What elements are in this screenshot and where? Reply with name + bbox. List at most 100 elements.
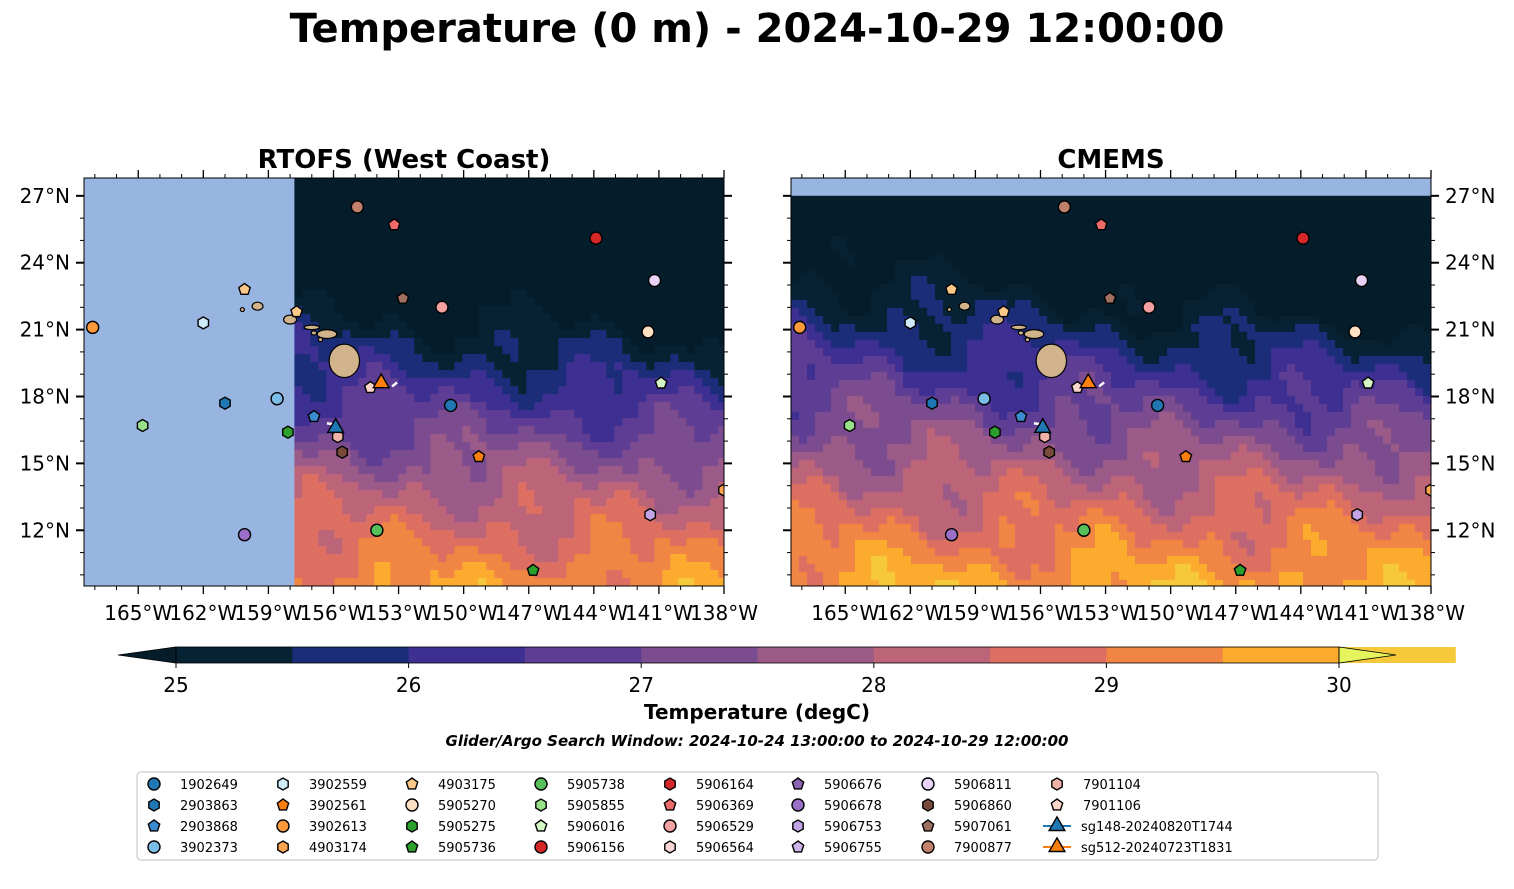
field-cell <box>1375 219 1384 229</box>
field-cell <box>927 211 936 221</box>
field-cell <box>991 355 1000 365</box>
field-cell <box>935 283 944 293</box>
field-cell <box>1271 315 1280 325</box>
field-cell <box>823 235 832 245</box>
field-cell <box>1015 331 1024 341</box>
field-cell <box>310 546 319 555</box>
field-cell <box>967 211 976 221</box>
field-cell <box>991 291 1000 301</box>
field-cell <box>1207 395 1216 405</box>
field-cell <box>670 482 679 491</box>
field-cell <box>1247 323 1256 333</box>
field-cell <box>1159 291 1168 301</box>
field-cell <box>710 466 719 475</box>
field-cell <box>582 242 591 251</box>
field-cell <box>686 298 695 307</box>
field-cell <box>606 234 615 243</box>
field-cell <box>694 274 703 283</box>
field-cell <box>686 394 695 403</box>
field-cell <box>1047 395 1056 405</box>
field-cell <box>1191 275 1200 285</box>
field-cell <box>294 298 303 307</box>
field-cell <box>686 514 695 523</box>
field-cell <box>294 506 303 515</box>
field-cell <box>911 387 920 397</box>
field-cell <box>702 498 711 507</box>
field-cell <box>622 354 631 363</box>
field-cell <box>1303 291 1312 301</box>
field-cell <box>903 395 912 405</box>
field-cell <box>831 291 840 301</box>
field-cell <box>574 346 583 355</box>
field-cell <box>326 186 335 195</box>
field-cell <box>558 402 567 411</box>
field-cell <box>566 442 575 451</box>
field-cell <box>422 330 431 339</box>
field-cell <box>1127 315 1136 325</box>
field-cell <box>710 490 719 499</box>
field-cell <box>1319 347 1328 357</box>
field-cell <box>911 299 920 309</box>
field-cell <box>350 282 359 291</box>
field-cell <box>710 410 719 419</box>
field-cell <box>1343 243 1352 253</box>
field-cell <box>326 450 335 459</box>
field-cell <box>670 554 679 563</box>
field-cell <box>574 202 583 211</box>
field-cell <box>542 266 551 275</box>
field-cell <box>318 290 327 299</box>
field-cell <box>390 490 399 499</box>
field-cell <box>1399 219 1408 229</box>
field-cell <box>654 258 663 267</box>
field-cell <box>614 522 623 531</box>
field-cell <box>406 210 415 219</box>
field-cell <box>558 410 567 419</box>
field-cell <box>1159 299 1168 309</box>
field-cell <box>598 362 607 371</box>
field-cell <box>718 330 724 339</box>
field-cell <box>943 379 952 389</box>
field-cell <box>799 211 808 221</box>
field-cell <box>1343 195 1352 205</box>
field-cell <box>1191 379 1200 389</box>
field-cell <box>967 395 976 405</box>
field-cell <box>630 578 639 586</box>
field-cell <box>534 514 543 523</box>
field-cell <box>855 315 864 325</box>
field-cell <box>398 370 407 379</box>
island <box>316 329 338 340</box>
field-cell <box>310 442 319 451</box>
field-cell <box>654 290 663 299</box>
field-cell <box>1007 331 1016 341</box>
field-cell <box>542 210 551 219</box>
field-cell <box>1111 395 1120 405</box>
field-cell <box>374 546 383 555</box>
field-cell <box>582 562 591 571</box>
field-cell <box>502 210 511 219</box>
field-cell <box>1135 267 1144 277</box>
field-cell <box>1319 291 1328 301</box>
field-cell <box>438 282 447 291</box>
field-cell <box>582 506 591 515</box>
field-cell <box>342 554 351 563</box>
field-cell <box>454 546 463 555</box>
field-cell <box>302 306 311 315</box>
field-cell <box>1039 379 1048 389</box>
field-cell <box>1095 379 1104 389</box>
field-cell <box>1031 387 1040 397</box>
field-cell <box>702 330 711 339</box>
field-cell <box>358 386 367 395</box>
field-cell <box>815 307 824 317</box>
field-cell <box>678 194 687 203</box>
field-cell <box>366 186 375 195</box>
field-cell <box>1303 363 1312 373</box>
field-cell <box>454 378 463 387</box>
x-tick-label: 150°W <box>430 601 498 625</box>
field-cell <box>438 370 447 379</box>
field-cell <box>614 426 623 435</box>
field-cell <box>446 474 455 483</box>
field-cell <box>318 234 327 243</box>
field-cell <box>574 394 583 403</box>
field-cell <box>1343 211 1352 221</box>
field-cell <box>534 450 543 459</box>
